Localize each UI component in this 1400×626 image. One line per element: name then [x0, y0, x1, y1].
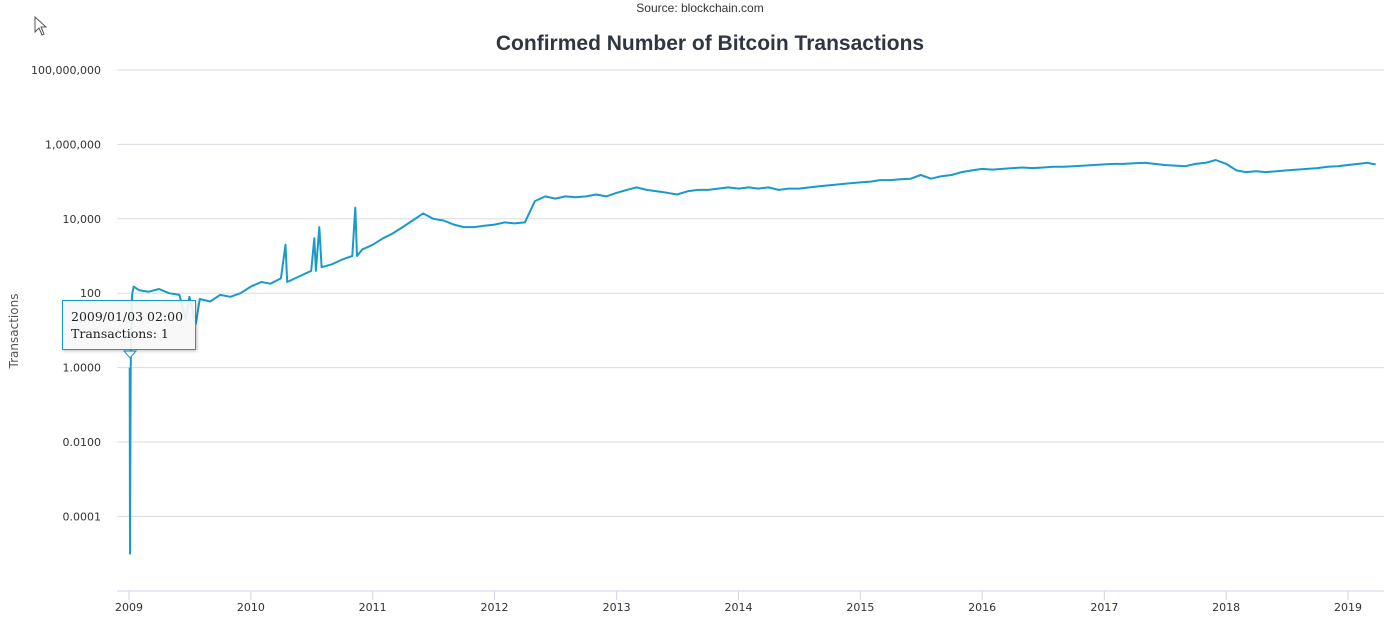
tooltip-pointer — [122, 350, 138, 359]
chart-source: Source: blockchain.com — [636, 1, 763, 15]
y-tick-label: 0.0100 — [63, 436, 102, 449]
tooltip-series-label: Transactions: — [71, 326, 157, 341]
y-axis-label: Transactions — [7, 294, 21, 370]
x-tick-label: 2014 — [725, 601, 753, 614]
mouse-pointer-icon — [34, 16, 48, 36]
y-axis-ticks: 100,000,000 1,000,000 10,000 100 1.0000 0.010… — [31, 64, 101, 523]
y-tick-label: 100 — [80, 287, 101, 300]
y-tick-label: 10,000 — [63, 213, 102, 226]
grid — [117, 69, 1384, 517]
x-tick-label: 2013 — [603, 601, 631, 614]
x-axis-ticks: 2009 2010 2011 2012 2013 2014 2015 2016 2017 2018… — [115, 591, 1362, 614]
chart-title: Confirmed Number of Bitcoin Transactions — [496, 32, 924, 55]
x-tick-label: 2009 — [115, 601, 143, 614]
y-tick-label: 0.0001 — [63, 510, 102, 523]
tooltip-value-row: Transactions: 1 — [71, 325, 187, 342]
x-tick-label: 2019 — [1334, 601, 1362, 614]
series-line-transactions[interactable] — [128, 159, 1376, 555]
tooltip-value: 1 — [160, 326, 169, 341]
x-tick-label: 2012 — [480, 601, 508, 614]
y-tick-label: 100,000,000 — [31, 64, 101, 77]
x-tick-label: 2016 — [968, 601, 996, 614]
x-tick-label: 2010 — [237, 601, 265, 614]
y-tick-label: 1.0000 — [63, 362, 102, 375]
tooltip-date: 2009/01/03 02:00 — [71, 309, 184, 324]
tooltip: 2009/01/03 02:00 Transactions: 1 — [62, 300, 196, 350]
x-tick-label: 2017 — [1090, 601, 1118, 614]
x-tick-label: 2011 — [359, 601, 387, 614]
x-tick-label: 2015 — [846, 601, 874, 614]
x-tick-label: 2018 — [1212, 601, 1240, 614]
y-tick-label: 1,000,000 — [45, 138, 101, 151]
